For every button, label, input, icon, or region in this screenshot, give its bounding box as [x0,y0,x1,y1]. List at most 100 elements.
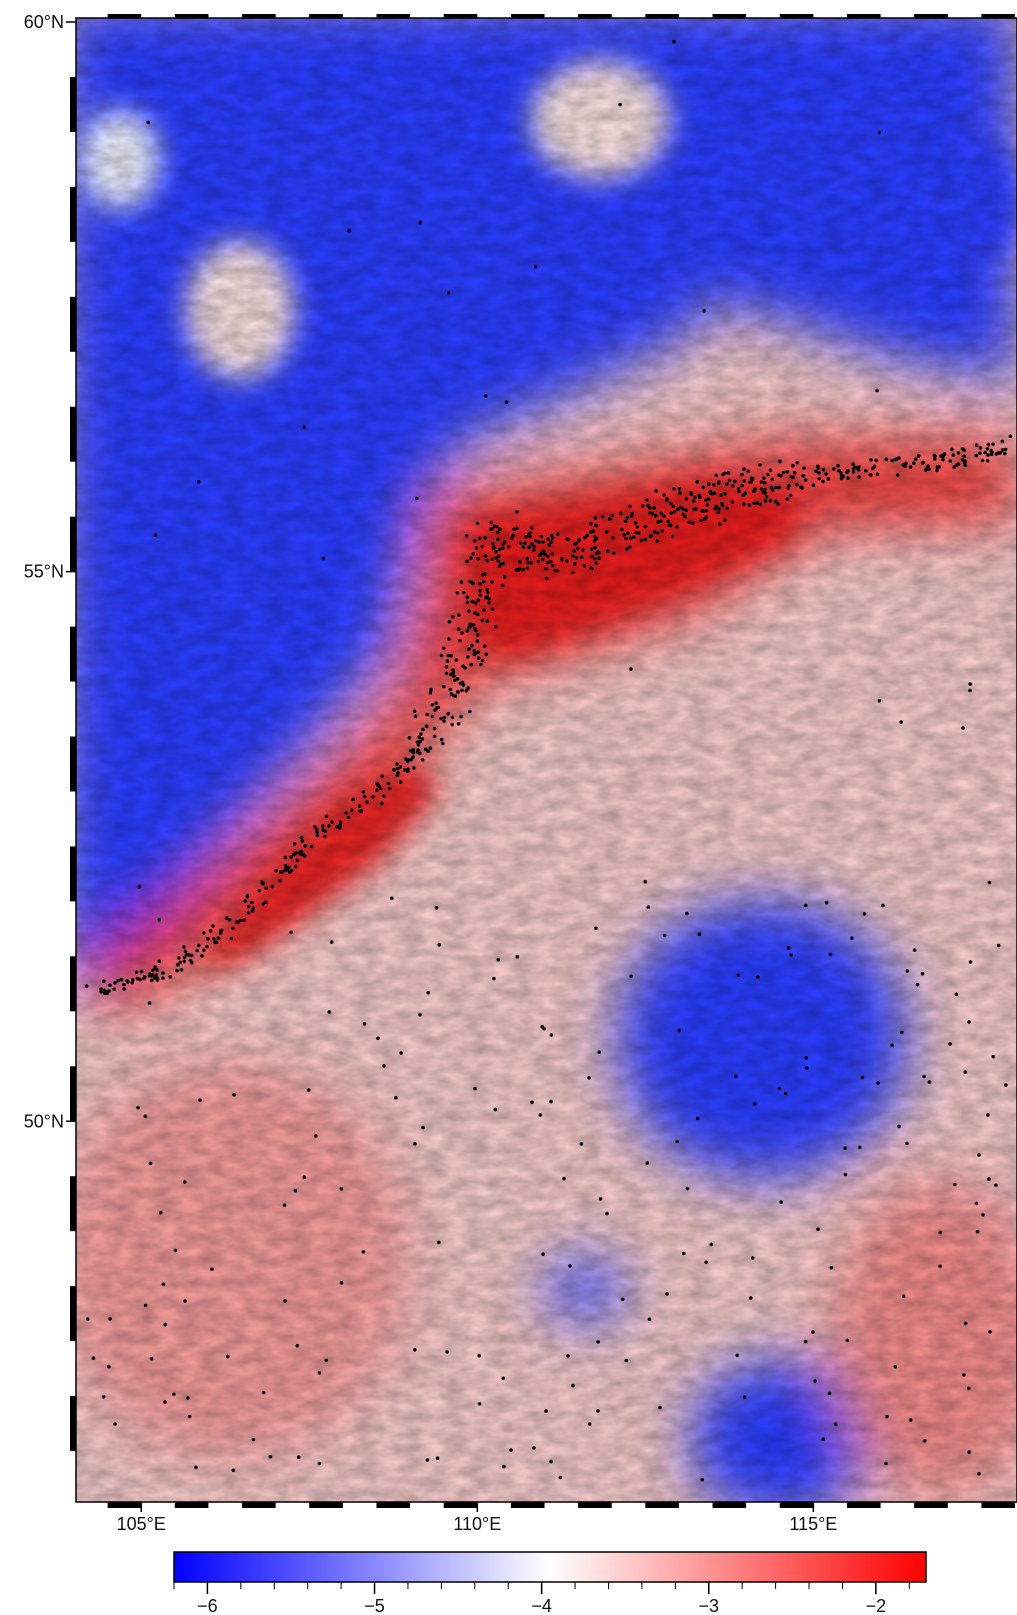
earthquake-dot [671,504,675,509]
earthquake-dot [607,517,612,521]
earthquake-dot [572,549,576,553]
earthquake-dot [467,625,471,630]
earthquake-dot [251,1437,256,1442]
earthquake-dot [477,1353,482,1358]
earthquake-dot [212,937,216,941]
earthquake-dot [511,533,515,538]
earthquake-dot [908,1418,913,1422]
earthquake-dot [323,834,327,839]
earthquake-dot [289,868,294,873]
earthquake-dot [691,499,696,503]
earthquake-dot [549,1099,553,1104]
earthquake-dot [598,1197,603,1201]
earthquake-dot [426,749,430,753]
earthquake-dot [313,1134,318,1138]
earthquake-dot [894,457,899,462]
earthquake-dot [948,1042,952,1046]
earthquake-dot [672,487,676,491]
earthquake-dot [843,1172,848,1177]
earthquake-dots [84,39,1013,1482]
earthquake-dot [202,948,206,953]
earthquake-dot [755,501,759,505]
colorbar-ramp [173,1551,927,1583]
earthquake-dot [963,1321,968,1326]
earthquake-dot [483,394,488,398]
earthquake-dot [904,461,908,466]
earthquake-dot [447,637,451,641]
earthquake-dot [634,530,638,535]
earthquake-dot [658,1405,662,1410]
earthquake-dot [361,790,366,794]
earthquake-dot [502,1464,506,1469]
earthquake-dot [646,905,651,909]
earthquake-dot [851,470,856,474]
earthquake-dot [480,658,485,663]
earthquake-dot [746,469,751,474]
earthquake-dot [751,477,755,481]
earthquake-dot [382,1064,386,1068]
frame-checker-segment [70,956,76,1012]
frame-top-checker [107,14,1015,18]
earthquake-dot [309,844,314,849]
earthquake-dot [783,1091,788,1096]
earthquake-dot [371,795,375,799]
colorbar-label-minus-5: −5 [364,1596,385,1615]
earthquake-dot [472,652,477,657]
earthquake-dot [538,1113,543,1117]
frame-checker-segment [242,14,276,18]
earthquake-dot [527,545,531,550]
earthquake-dot [785,470,790,474]
earthquake-dot [456,627,461,631]
earthquake-dot [534,264,538,269]
earthquake-dot [423,747,428,751]
earthquake-dot [734,1074,738,1078]
earthquake-dot [692,495,697,500]
earthquake-dot [479,662,483,667]
earthquake-dot [495,524,499,529]
earthquake-dot [742,502,746,506]
earthquake-dot [555,532,560,536]
earthquake-dot [716,510,720,515]
earthquake-dot [990,450,994,454]
earthquake-dot [176,962,180,967]
earthquake-dot [442,715,447,720]
earthquake-dot [243,899,248,903]
earthquake-dot [483,535,488,540]
earthquake-dot [962,1373,966,1377]
earthquake-dot [718,522,722,526]
earthquake-dot [633,521,638,525]
earthquake-dot [843,1146,848,1150]
earthquake-dot [284,865,288,869]
earthquake-dot [172,1392,176,1397]
earthquake-dot [927,467,931,472]
earthquake-dot [489,527,493,531]
earthquake-dot [594,561,598,565]
earthquake-dot [546,537,550,541]
earthquake-dot [470,643,474,648]
earthquake-dot [712,483,716,487]
earthquake-dot [827,1391,832,1396]
lat-tick-label-50: 50°N [24,1111,64,1131]
earthquake-dot [210,1267,214,1272]
earthquake-dot [731,484,735,488]
earthquake-dot [444,671,449,676]
earthquake-dot [768,468,773,473]
earthquake-dot [454,658,459,662]
earthquake-dot [923,468,928,472]
earthquake-dot [912,948,917,952]
earthquake-dot [743,491,748,496]
earthquake-dot [485,619,490,623]
earthquake-dot [484,595,488,600]
earthquake-dot [884,457,889,462]
earthquake-dot [765,472,770,477]
frame-checker-segment [70,1066,76,1122]
earthquake-dot [877,130,882,135]
earthquake-dot [211,924,215,928]
earthquake-dot [1003,447,1008,452]
earthquake-dot [539,551,544,555]
earthquake-dot [242,918,247,922]
earthquake-dot [362,1022,367,1026]
earthquake-dot [967,1020,971,1024]
earthquake-dot [471,622,476,627]
earthquake-dot [829,1265,834,1270]
